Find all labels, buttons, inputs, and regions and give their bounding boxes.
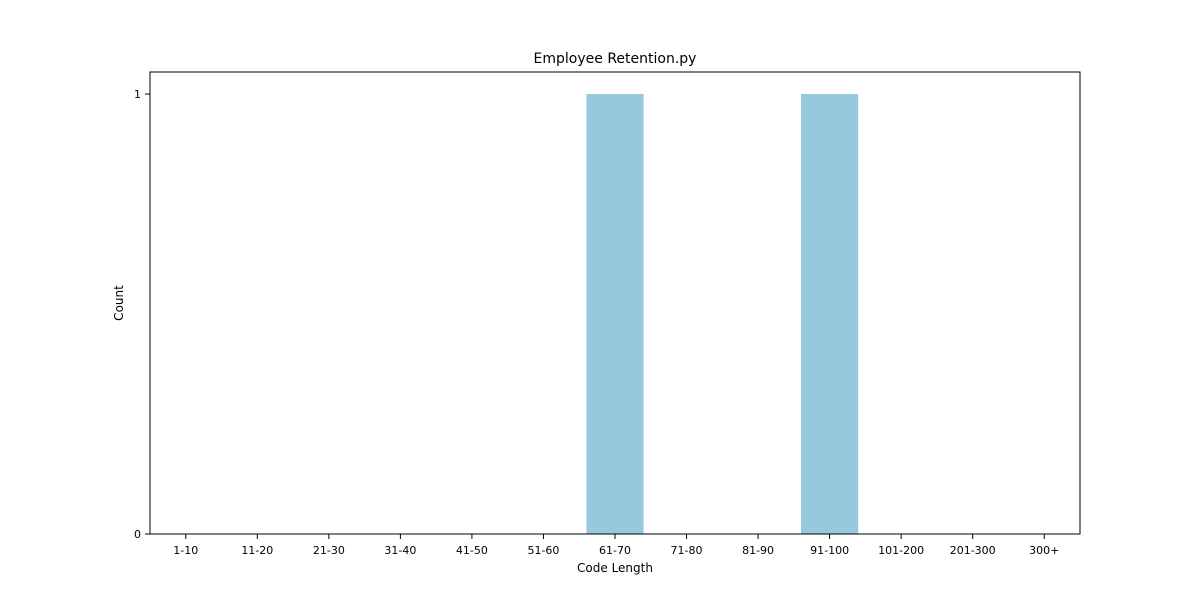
y-axis-label: Count xyxy=(112,285,126,321)
bar-61-70 xyxy=(586,94,644,534)
x-tick-label: 1-10 xyxy=(173,544,198,557)
x-tick-label: 41-50 xyxy=(456,544,488,557)
x-tick-label: 11-20 xyxy=(241,544,273,557)
x-tick-label: 31-40 xyxy=(384,544,416,557)
bars-layer xyxy=(586,94,859,534)
bar-91-100 xyxy=(801,94,859,534)
x-tick-label: 71-80 xyxy=(671,544,703,557)
x-tick-label: 21-30 xyxy=(313,544,345,557)
x-tick-label: 91-100 xyxy=(810,544,849,557)
y-tick-label: 1 xyxy=(134,88,141,101)
x-tick-label: 300+ xyxy=(1029,544,1059,557)
x-tick-label: 201-300 xyxy=(950,544,996,557)
x-tick-label: 51-60 xyxy=(527,544,559,557)
y-axis: 01 xyxy=(134,88,150,541)
x-tick-label: 81-90 xyxy=(742,544,774,557)
x-tick-label: 61-70 xyxy=(599,544,631,557)
x-tick-label: 101-200 xyxy=(878,544,924,557)
chart-title: Employee Retention.py xyxy=(534,51,697,67)
x-axis: 1-10 11-20 21-30 31-40 41-50 51-60 61-70 71-80 8… xyxy=(173,534,1059,557)
x-axis-label: Code Length xyxy=(577,561,653,575)
y-tick-label: 0 xyxy=(134,528,141,541)
